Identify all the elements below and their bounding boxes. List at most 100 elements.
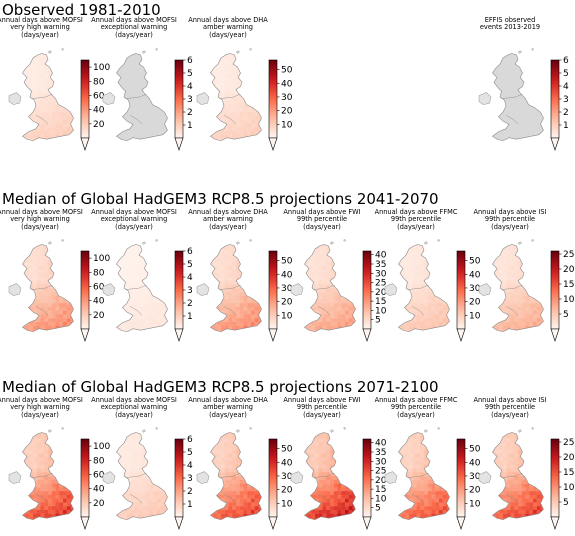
map-cell [59,291,64,296]
map-cell [59,483,64,488]
map-cell [70,254,74,259]
map-cell [221,476,225,481]
map-cell [394,333,398,337]
map-cell [345,261,349,266]
map-cell [48,457,52,462]
map-cell [18,499,22,503]
map-cell [229,333,233,337]
map-cell [409,280,413,285]
map-cell [18,90,22,94]
map-cell [345,284,349,289]
map-cell [18,469,22,473]
map-cell [224,483,229,488]
map-cell [239,254,244,259]
map-cell [210,468,214,473]
map-cell [442,273,447,277]
map-cell [232,468,237,473]
map-cell [116,246,120,251]
map-cell [40,104,45,109]
map-cell [66,517,71,520]
map-cell [33,112,37,117]
map-cell [40,318,45,323]
map-cell [123,521,127,525]
map-cell [398,295,402,300]
map-cell [258,265,262,270]
map-cell [232,280,237,285]
country-border [125,284,147,316]
map-cell [228,134,233,139]
map-cell [119,509,124,514]
map-cell [254,53,259,56]
map-cell [326,453,331,458]
map-cell [41,521,45,525]
map-cell [33,494,37,499]
map-cell [337,284,342,289]
map-cell [416,258,421,262]
map-cell [74,435,78,439]
map-cell [300,333,304,337]
map-cell [22,299,26,304]
map-cell [221,434,225,439]
map-cell [258,108,262,113]
map-cell [217,521,221,525]
map-cell [48,509,52,514]
map-cell [221,284,225,289]
map-cell [424,325,428,330]
map-cell [352,438,356,443]
map-cell [51,506,56,511]
map-cell [232,449,237,454]
map-cell [540,261,544,266]
map-cell [217,78,222,83]
map-cell [221,509,225,514]
map-cell [119,295,124,300]
map-cell [55,509,60,514]
map-cell [127,487,131,492]
map-cell [224,108,229,113]
map-cell [74,82,78,86]
map-cell [450,251,454,255]
map-cell [236,310,240,315]
map-cell [168,284,172,288]
map-cell [74,333,78,337]
map-cell [63,494,67,499]
map-cell [243,67,248,71]
map-cell [506,318,511,323]
northern-isles [47,426,65,433]
map-cell [160,449,165,454]
map-cell [224,138,229,141]
map-cell [134,453,139,458]
map-cell [123,461,128,465]
map-cell [25,284,30,289]
map-cell [164,269,168,274]
map-cell [18,502,22,506]
map-cell [258,318,262,323]
map-cell [157,276,161,281]
map-cell [44,70,49,75]
map-cell [514,280,519,285]
map-cell [409,314,413,319]
map-cell [307,295,312,300]
gb-coastline [491,53,544,142]
map-cell [210,494,214,499]
map-cell [112,517,116,521]
map-cell [247,269,252,274]
map-cell [70,67,74,71]
map-cell [74,307,78,311]
map-cell [424,333,428,337]
map-cell [398,250,402,255]
map-cell [142,303,146,308]
map-cell [210,472,214,477]
map-cell [322,273,327,277]
map-cell [416,299,421,304]
map-cell [221,502,225,507]
map-cell [22,442,26,447]
map-cell [206,495,210,499]
map-cell [224,325,229,330]
map-cell [59,97,64,102]
map-cell [70,472,74,477]
map-cell [18,322,22,326]
map-cell [48,453,52,458]
colorbar-s1p2 [268,250,278,330]
map-cell [427,250,432,255]
